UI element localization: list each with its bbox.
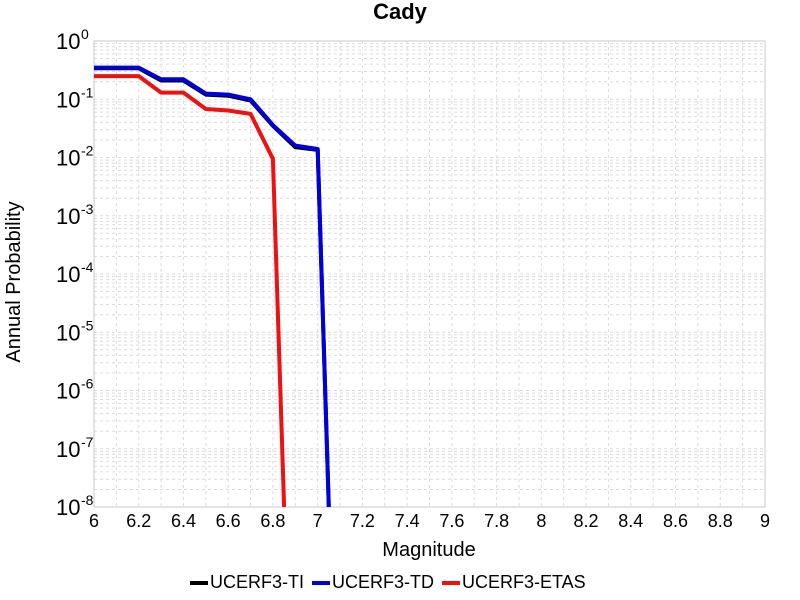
x-tick-label: 6.4 (171, 511, 196, 531)
y-tick-exponent: -6 (81, 376, 94, 392)
y-tick-base: 10 (56, 29, 80, 54)
y-tick-label: 10 -6 (56, 376, 94, 404)
y-tick-label: 10 -2 (56, 143, 94, 171)
series-line-ucerf3-etas (94, 74, 287, 508)
y-axis-label: Annual Probability (3, 201, 25, 362)
legend-item-ucerf3-etas: UCERF3-ETAS (442, 572, 586, 592)
y-tick-label: 10 -5 (56, 317, 94, 345)
y-tick-base: 10 (56, 320, 80, 345)
legend-label: UCERF3-TI (210, 572, 304, 592)
y-tick-base: 10 (56, 204, 80, 229)
y-tick-exponent: 0 (81, 26, 89, 42)
y-tick-label: 10 -3 (56, 201, 94, 229)
y-tick-label: 10 -7 (56, 434, 94, 462)
series-layer (94, 65, 331, 508)
grid-lines (93, 41, 766, 508)
chart-title: Cady (373, 0, 428, 24)
legend-item-ucerf3-td: UCERF3-TD (312, 572, 434, 592)
y-tick-base: 10 (56, 379, 80, 404)
y-tick-label: 10 0 (56, 26, 89, 54)
y-tick-base: 10 (56, 87, 80, 112)
x-tick-label: 6.6 (216, 511, 241, 531)
y-tick-exponent: -7 (81, 434, 94, 450)
x-tick-label: 6.8 (260, 511, 285, 531)
x-tick-label: 8.4 (618, 511, 643, 531)
x-tick-label: 8 (536, 511, 546, 531)
x-tick-label: 7.2 (350, 511, 375, 531)
x-tick-label: 8.8 (708, 511, 733, 531)
x-tick-label: 8.6 (663, 511, 688, 531)
x-tick-label: 7.8 (484, 511, 509, 531)
series-line-ucerf3-td (94, 65, 331, 508)
y-tick-base: 10 (56, 437, 80, 462)
y-tick-exponent: -4 (81, 259, 94, 275)
y-tick-exponent: -2 (81, 143, 94, 159)
plot-frame (93, 40, 766, 508)
x-tick-label: 7 (313, 511, 323, 531)
y-tick-exponent: -8 (81, 492, 94, 508)
x-tick-label: 8.2 (574, 511, 599, 531)
legend-label: UCERF3-TD (332, 572, 434, 592)
y-tick-exponent: -1 (81, 84, 94, 100)
y-tick-label: 10 -4 (56, 259, 94, 287)
x-tick-labels: 6 6.2 6.4 6.6 6.8 7 7.2 7.4 7.6 7.8 8 8.2 8.4 8.6 8.8 9 (89, 511, 770, 531)
x-tick-label: 6.2 (126, 511, 151, 531)
legend: UCERF3-TI UCERF3-TD UCERF3-ETAS (190, 572, 586, 592)
y-tick-exponent: -3 (81, 201, 94, 217)
y-tick-label: 10 -1 (56, 84, 94, 112)
y-tick-base: 10 (56, 495, 80, 520)
x-axis-label: Magnitude (382, 539, 475, 561)
x-tick-label: 6 (89, 511, 99, 531)
legend-label: UCERF3-ETAS (462, 572, 586, 592)
legend-item-ucerf3-ti: UCERF3-TI (190, 572, 304, 592)
y-tick-base: 10 (56, 146, 80, 171)
x-tick-label: 7.6 (439, 511, 464, 531)
y-tick-label: 10 -8 (56, 492, 94, 520)
x-tick-label: 9 (760, 511, 770, 531)
x-tick-label: 7.4 (395, 511, 420, 531)
y-tick-base: 10 (56, 262, 80, 287)
y-tick-exponent: -5 (81, 317, 94, 333)
